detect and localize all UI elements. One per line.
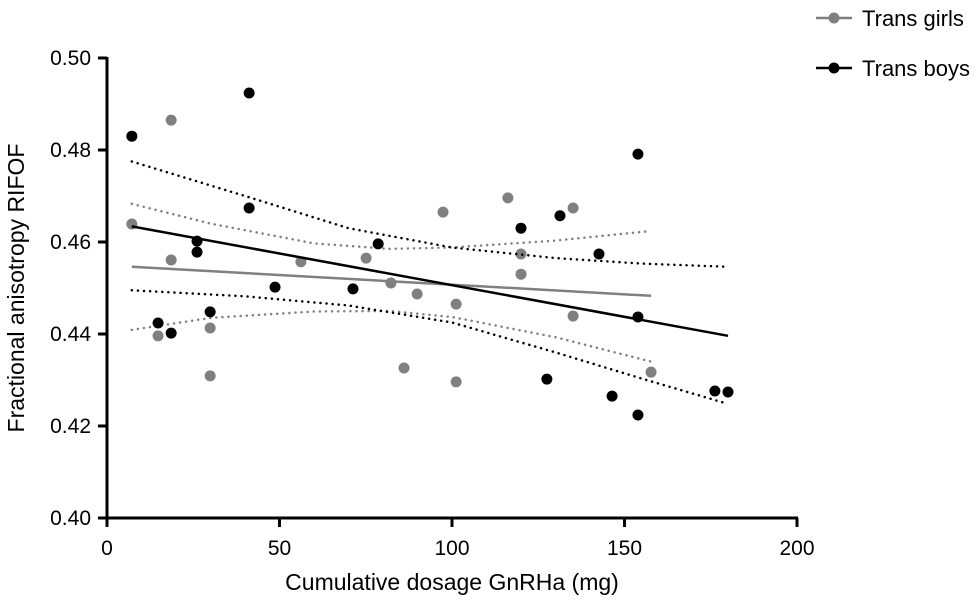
data-point bbox=[347, 283, 359, 295]
axes: 0 50 100 150 200 0.40 0.42 0.44 0.46 0.48 0.50 bbox=[50, 47, 814, 560]
data-point bbox=[360, 252, 372, 264]
x-tick-label: 200 bbox=[779, 537, 814, 560]
data-point bbox=[243, 202, 255, 214]
legend-item: Trans girls bbox=[816, 6, 964, 31]
legend-marker bbox=[828, 12, 840, 24]
x-tick-label: 150 bbox=[607, 537, 642, 560]
data-point bbox=[554, 210, 566, 222]
data-point bbox=[567, 202, 579, 214]
data-point bbox=[152, 330, 164, 342]
series-trans-boys bbox=[126, 87, 734, 421]
data-point bbox=[191, 235, 203, 247]
data-point bbox=[645, 366, 657, 378]
data-point bbox=[269, 281, 281, 293]
data-point bbox=[450, 376, 462, 388]
series-trans-girls bbox=[126, 114, 657, 388]
data-point bbox=[437, 206, 449, 218]
data-point bbox=[722, 386, 734, 398]
data-point bbox=[411, 288, 423, 300]
ci-upper-band bbox=[130, 202, 653, 251]
data-point bbox=[243, 87, 255, 99]
data-point bbox=[515, 248, 527, 260]
y-tick-label: 0.48 bbox=[50, 139, 91, 162]
marks bbox=[126, 87, 734, 421]
ci-lower-band bbox=[130, 309, 653, 363]
x-axis-label: Cumulative dosage GnRHa (mg) bbox=[285, 569, 619, 595]
data-point bbox=[204, 322, 216, 334]
y-tick-label: 0.40 bbox=[50, 507, 91, 530]
legend-item: Trans boys bbox=[816, 56, 970, 81]
data-point bbox=[126, 130, 138, 142]
data-point bbox=[541, 373, 553, 385]
y-tick-label: 0.44 bbox=[50, 323, 91, 346]
data-point bbox=[372, 238, 384, 250]
data-point bbox=[593, 248, 605, 260]
y-tick-label: 0.50 bbox=[50, 47, 91, 70]
legend-label: Trans boys bbox=[862, 56, 970, 81]
data-point bbox=[165, 327, 177, 339]
data-point bbox=[204, 306, 216, 318]
y-axis-label: Fractional anisotropy RIFOF bbox=[3, 144, 29, 433]
x-tick-label: 50 bbox=[268, 537, 291, 560]
data-point bbox=[515, 268, 527, 280]
ci-lower-band bbox=[130, 289, 730, 406]
data-point bbox=[632, 148, 644, 160]
data-point bbox=[567, 310, 579, 322]
data-point bbox=[385, 277, 397, 289]
data-point bbox=[632, 311, 644, 323]
x-tick-label: 100 bbox=[434, 537, 469, 560]
data-point bbox=[204, 370, 216, 382]
data-point bbox=[632, 409, 644, 421]
y-tick-label: 0.46 bbox=[50, 231, 91, 254]
data-point bbox=[606, 390, 618, 402]
data-point bbox=[191, 246, 203, 258]
x-tick-label: 0 bbox=[101, 537, 113, 560]
data-point bbox=[152, 317, 164, 329]
data-point bbox=[165, 114, 177, 126]
regression-line bbox=[131, 225, 729, 338]
data-point bbox=[165, 254, 177, 266]
data-point bbox=[502, 192, 514, 204]
data-point bbox=[515, 222, 527, 234]
legend-label: Trans girls bbox=[862, 6, 964, 31]
data-point bbox=[450, 298, 462, 310]
legend-marker bbox=[828, 62, 840, 74]
ci-upper-band bbox=[130, 160, 730, 269]
y-tick-label: 0.42 bbox=[50, 415, 91, 438]
legend: Trans girls Trans boys bbox=[816, 6, 970, 81]
data-point bbox=[398, 362, 410, 374]
data-point bbox=[709, 385, 721, 397]
